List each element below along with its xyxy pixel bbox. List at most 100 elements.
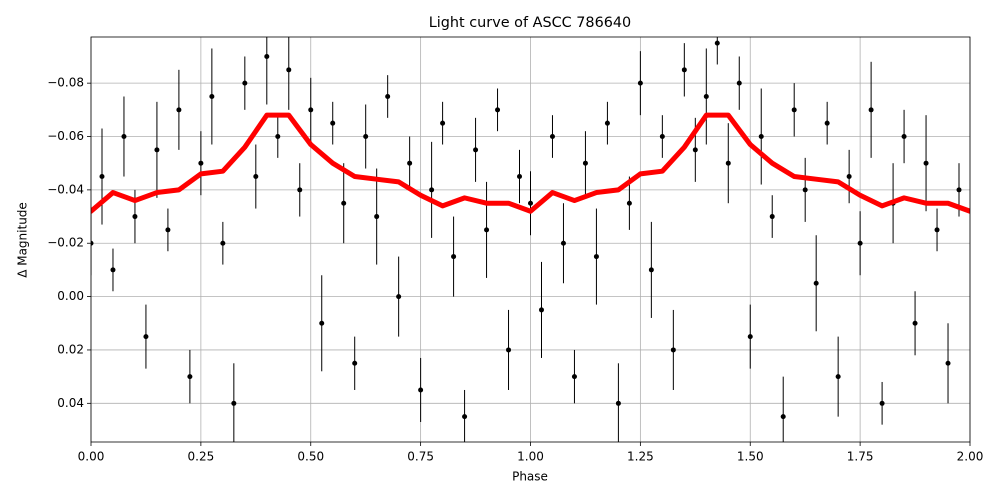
x-axis-label: Phase (512, 470, 548, 484)
x-tick-label: 0.75 (407, 450, 434, 464)
data-point (560, 240, 566, 246)
x-tick-label: 1.50 (737, 450, 764, 464)
data-point (220, 240, 226, 246)
data-point (593, 254, 599, 260)
data-point (297, 187, 303, 193)
y-axis-label: Δ Magnitude (16, 202, 30, 278)
data-point (418, 387, 424, 393)
data-point (538, 307, 544, 313)
data-point (868, 107, 874, 113)
data-point (648, 267, 654, 273)
x-tick-label: 0.25 (188, 450, 215, 464)
data-point (626, 200, 632, 206)
data-point (495, 107, 501, 113)
data-point (769, 214, 775, 220)
data-point (725, 160, 731, 166)
data-point (374, 214, 380, 220)
data-point (154, 147, 160, 153)
y-tick-label: −0.08 (47, 76, 84, 90)
data-point (187, 374, 193, 380)
data-point (308, 107, 314, 113)
data-point (143, 334, 149, 340)
data-point (945, 360, 951, 366)
smoothed-line (91, 112, 970, 214)
data-point (901, 134, 907, 140)
data-point (637, 80, 643, 86)
data-point (692, 147, 698, 153)
data-point (330, 120, 336, 126)
data-point (758, 134, 764, 140)
data-point (517, 174, 523, 180)
y-tick-label: 0.02 (57, 342, 84, 356)
x-tick-label: 0.00 (78, 450, 105, 464)
data-point (879, 400, 885, 406)
y-tick-label: −0.02 (47, 236, 84, 250)
data-point (264, 53, 270, 59)
data-point (451, 254, 457, 260)
data-point (242, 80, 248, 86)
data-point (846, 174, 852, 180)
data-point (703, 93, 709, 99)
data-point (396, 294, 402, 300)
data-point (132, 214, 138, 220)
plot-area (91, 37, 970, 442)
y-tick-label: 0.00 (57, 289, 84, 303)
data-point (956, 187, 962, 193)
data-point (319, 320, 325, 326)
data-point (659, 134, 665, 140)
data-point (91, 240, 94, 246)
data-point (571, 374, 577, 380)
data-point (275, 134, 281, 140)
x-tick-label: 1.25 (627, 450, 654, 464)
data-point (747, 334, 753, 340)
data-point (912, 320, 918, 326)
data-point (110, 267, 116, 273)
data-point (385, 93, 391, 99)
data-point (813, 280, 819, 286)
x-tick-label: 0.50 (297, 450, 324, 464)
data-point (835, 374, 841, 380)
data-point (176, 107, 182, 113)
data-point (407, 160, 413, 166)
data-point (99, 174, 105, 180)
data-point (824, 120, 830, 126)
data-point (802, 187, 808, 193)
data-point (286, 67, 292, 73)
data-point (462, 414, 468, 420)
data-point (352, 360, 358, 366)
data-point (582, 160, 588, 166)
data-point (231, 400, 237, 406)
data-point (791, 107, 797, 113)
data-point (681, 67, 687, 73)
data-point (604, 120, 610, 126)
x-tick-label: 1.75 (847, 450, 874, 464)
data-point (363, 134, 369, 140)
data-point (857, 240, 863, 246)
data-point (165, 227, 171, 233)
x-tick-label: 2.00 (957, 450, 984, 464)
y-tick-label: −0.04 (47, 182, 84, 196)
data-point (714, 40, 720, 46)
data-point (934, 227, 940, 233)
y-tick-label: 0.04 (57, 396, 84, 410)
data-point (506, 347, 512, 353)
data-point (429, 187, 435, 193)
data-point (736, 80, 742, 86)
data-point (121, 134, 127, 140)
chart-title: Light curve of ASCC 786640 (429, 15, 631, 31)
data-point (923, 160, 929, 166)
data-point (549, 134, 555, 140)
data-point (440, 120, 446, 126)
x-tick-label: 1.00 (517, 450, 544, 464)
data-point (341, 200, 347, 206)
data-point (198, 160, 204, 166)
data-point (484, 227, 490, 233)
data-point (780, 414, 786, 420)
data-point (670, 347, 676, 353)
y-tick-label: −0.06 (47, 129, 84, 143)
data-point (253, 174, 259, 180)
data-point (473, 147, 479, 153)
data-point (528, 200, 533, 206)
